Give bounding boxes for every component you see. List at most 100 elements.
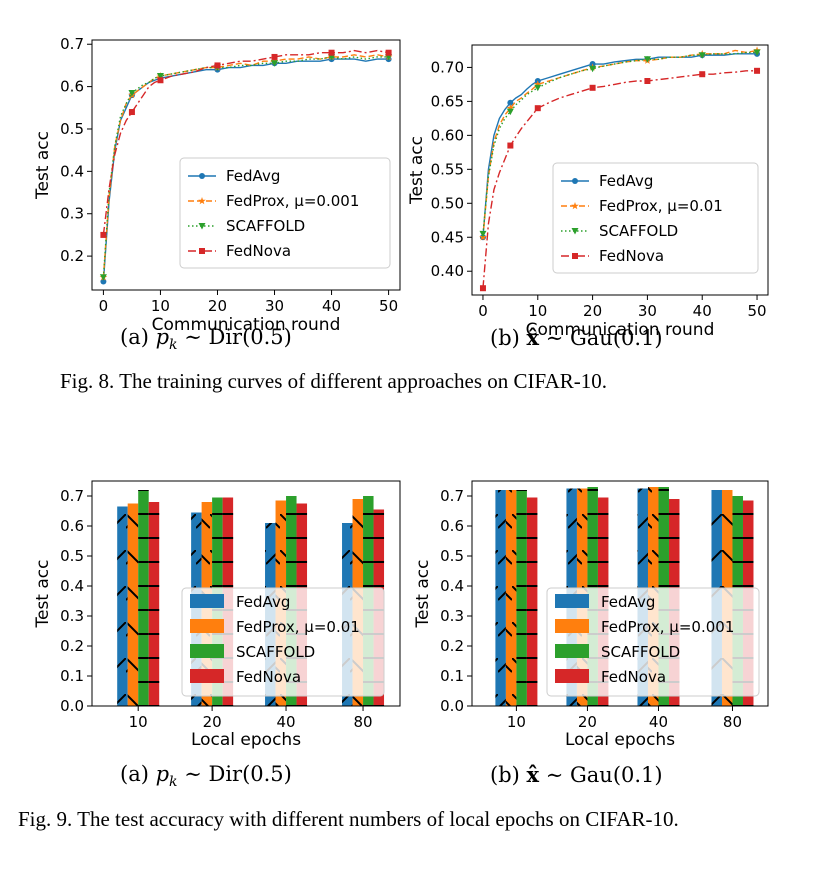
y-tick-label: 0.3 (440, 607, 464, 625)
x-tick-label: 20 (578, 713, 597, 731)
legend-box (179, 157, 391, 269)
plot-area (99, 49, 393, 285)
y-tick-label: 0.6 (60, 78, 84, 96)
y-tick-label: 0.4 (440, 577, 464, 595)
x-tick-label: 10 (507, 713, 526, 731)
subcaption-subscript: k (169, 774, 178, 791)
x-axis-label: Communication round (152, 315, 341, 335)
legend-swatch-FedNova (555, 669, 589, 683)
x-tick-label: 50 (379, 297, 398, 315)
legend-label-FedProx: FedProx, μ=0.001 (226, 192, 359, 210)
data-point-SCAFFOLD (99, 274, 107, 281)
legend-label-FedNova: FedNova (226, 242, 291, 260)
data-point-FedNova (589, 84, 596, 91)
y-axis-label: Test acc (33, 560, 53, 629)
subcaption-math: x̂ (526, 762, 540, 787)
data-point-SCAFFOLD (479, 230, 487, 238)
fig8a-line-chart: 0 10 20 30 40 50 0.2 0.3 0.4 0.5 0.6 0.7 Communicati… (33, 35, 401, 335)
fig9b-subcaption: (b) x̂ ∼ Gau(0.1) (490, 762, 663, 787)
legend-label-FedProx: FedProx, μ=0.01 (236, 618, 360, 636)
legend: FedAvg FedProx, μ=0.001 SCAFFOLD FedNova (179, 157, 391, 269)
y-tick-label: 0.2 (60, 247, 84, 265)
legend-label-FedNova: FedNova (236, 668, 301, 686)
fig8-caption: Fig. 8. The training curves of different… (60, 369, 608, 393)
data-point-SCAFFOLD (156, 73, 164, 80)
y-tick-label: 0.5 (60, 120, 84, 138)
legend-label-FedProx: FedProx, μ=0.001 (601, 618, 734, 636)
legend-swatch-SCAFFOLD (555, 644, 589, 658)
x-tick-label: 0 (99, 297, 109, 315)
bar-hatch-SCAFFOLD (138, 490, 149, 706)
y-tick-label: 0.6 (440, 517, 464, 535)
data-point-SCAFFOLD (643, 56, 651, 63)
data-point-FedProx (506, 104, 515, 112)
y-axis-label: Test acc (33, 131, 53, 200)
fig8a-subcaption: (a) pk ∼ Dir(0.5) (120, 325, 292, 353)
y-tick-label: 0.2 (60, 637, 84, 655)
y-tick-label: 0.4 (60, 577, 84, 595)
data-point-FedNova (271, 53, 278, 60)
plot-frame (91, 480, 401, 707)
fig9a-subcaption: (a) pk ∼ Dir(0.5) (120, 762, 292, 790)
legend-marker-FedAvg (572, 178, 578, 184)
data-point-SCAFFOLD (128, 89, 136, 97)
x-tick-label: 30 (265, 297, 284, 315)
x-tick-label: 80 (353, 713, 372, 731)
bar-hatch-FedNova (148, 502, 160, 706)
legend-marker-FedNova (199, 248, 205, 254)
x-tick-label: 20 (583, 302, 602, 320)
subcaption-rest: ∼ Dir(0.5) (177, 325, 292, 349)
x-tick-label: 10 (528, 302, 547, 320)
subcaption-prefix: (a) (120, 325, 156, 349)
data-point-FedNova (699, 71, 706, 78)
fig9-caption: Fig. 9. The test accuracy with different… (18, 807, 679, 831)
plot-frame (471, 44, 769, 296)
y-tick-label: 0.0 (60, 697, 84, 715)
y-axis-label: Test acc (407, 136, 427, 205)
data-point-SCAFFOLD (534, 84, 542, 92)
legend-marker-FedProx (571, 202, 579, 210)
legend: FedAvg FedProx, μ=0.01 SCAFFOLD FedNova (181, 587, 385, 697)
bar-hatch-FedProx (505, 490, 517, 706)
legend-label-FedNova: FedNova (601, 668, 666, 686)
legend: FedAvg FedProx, μ=0.001 SCAFFOLD FedNova (546, 587, 760, 697)
x-tick-label: 80 (723, 713, 742, 731)
data-point-FedNova (534, 105, 541, 112)
legend-label-FedAvg: FedAvg (226, 167, 280, 185)
x-tick-label: 50 (747, 302, 766, 320)
data-point-FedNova (100, 231, 107, 238)
x-tick-label: 20 (208, 297, 227, 315)
y-tick-label: 0.70 (431, 58, 464, 76)
legend-label-FedProx: FedProx, μ=0.01 (599, 197, 723, 215)
legend-swatch-SCAFFOLD (190, 644, 224, 658)
legend-label-FedAvg: FedAvg (236, 593, 290, 611)
subcaption-math: p (155, 325, 170, 349)
legend-label-FedAvg: FedAvg (601, 593, 655, 611)
y-tick-label: 0.65 (431, 92, 464, 110)
x-tick-label: 0 (478, 302, 488, 320)
bar-hatch-FedNova (526, 497, 538, 706)
data-point-FedNova (644, 78, 651, 85)
bar-hatch-SCAFFOLD (516, 490, 527, 706)
subcaption-rest: ∼ Dir(0.5) (177, 762, 292, 786)
subcaption-rest: ∼ Gau(0.1) (539, 763, 663, 787)
subcaption-math: x̂ (526, 325, 540, 350)
legend-swatch-FedProx (555, 619, 589, 633)
y-tick-label: 0.1 (60, 667, 84, 685)
bar-hatch-FedAvg (495, 490, 506, 706)
plot-frame (91, 39, 401, 291)
fig8b-subcaption: (b) x̂ ∼ Gau(0.1) (490, 325, 663, 350)
x-tick-label: 20 (203, 713, 222, 731)
legend-marker-FedProx (198, 197, 206, 205)
data-point-FedNova (214, 62, 221, 69)
legend-marker-FedNova (572, 253, 578, 259)
legend-marker-SCAFFOLD (571, 228, 579, 235)
x-axis-label: Communication round (526, 320, 715, 340)
x-tick-label: 30 (638, 302, 657, 320)
y-tick-label: 0.0 (440, 697, 464, 715)
data-point-FedAvg (507, 99, 514, 106)
data-point-FedNova (754, 67, 761, 74)
legend-swatch-FedAvg (555, 594, 589, 608)
data-point-FedNova (479, 285, 486, 292)
legend-marker-FedAvg (199, 173, 205, 179)
